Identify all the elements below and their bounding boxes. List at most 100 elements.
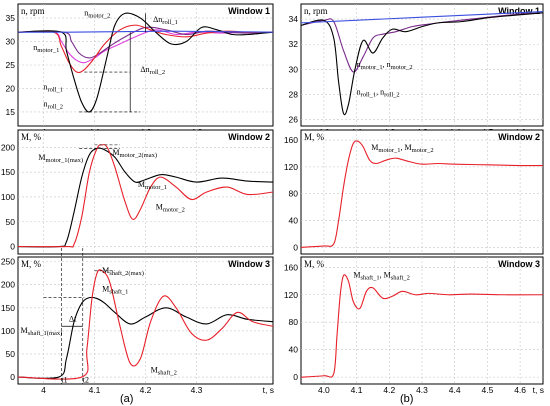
grid	[18, 130, 273, 254]
y-tick-label: 100	[1, 326, 15, 336]
y-tick-label: 40	[289, 215, 299, 225]
y-tick-label: 80	[289, 189, 299, 199]
series-m-shaft-1	[18, 296, 273, 379]
annotation-label: Mmotor_1​	[138, 180, 167, 191]
x-tick-label: 4	[41, 385, 46, 395]
y-tick-label: 15	[6, 107, 16, 117]
annotation-label: Mshaft_1(max)​	[21, 326, 63, 337]
plot-frame	[17, 256, 274, 385]
x-tick-label: 4.2	[383, 385, 395, 395]
window-title: Window 3	[498, 259, 540, 269]
series-n-roll-2	[18, 12, 273, 113]
y-axis-label: n, rpm	[304, 6, 328, 16]
y-tick-label: 0	[293, 372, 298, 382]
annotation-label: Mshaft_1​, Mshaft_2​	[353, 271, 410, 282]
y-tick-label: 34	[289, 14, 299, 24]
window-title: Window 1	[498, 6, 540, 16]
series-m-shaft-2	[18, 269, 273, 380]
series-m-shaft-1-m-shaft-2	[301, 274, 543, 378]
series-group	[301, 140, 543, 248]
chart-a2: 05010015020044.14.24.3M, %Window 2Mmotor…	[1, 129, 274, 265]
y-axis-label: M, %	[304, 132, 325, 142]
x-tick-label: 4.2	[140, 385, 152, 395]
series-group	[18, 269, 273, 380]
annotation-label: Mmotor_1​, Mmotor_2​	[371, 143, 433, 154]
series-n-roll-1	[18, 24, 273, 74]
y-tick-label: 50	[6, 349, 16, 359]
x-tick-label: 4.5	[481, 385, 493, 395]
x-tick-label: 4.1	[351, 385, 363, 395]
x-tick-label: 4.4	[449, 385, 461, 395]
annotation-label: Mmotor_2(max)​	[112, 148, 157, 159]
chart-b3: 0 40 80 120 160 4.0 4.1 4.2 4.3 4.4 4.5 4.6 t, s M, %…	[284, 256, 544, 395]
x-tick-label: 4.3	[191, 385, 203, 395]
series-n-roll-1-n-roll-2	[301, 12, 543, 116]
series-m-motor-2	[18, 144, 273, 248]
y-tick-label: 0	[10, 242, 15, 252]
grid	[301, 257, 543, 384]
y-tick-label: 160	[284, 135, 298, 145]
x-tick-label: 4.3	[416, 385, 428, 395]
annotation-label: nmotor_2​	[84, 9, 110, 20]
chart-b1: 26283032344.04.14.24.34.44.54.6n, rpmWin…	[289, 3, 544, 137]
series-group	[18, 12, 273, 113]
annotation-label: Mmotor_2​	[156, 202, 185, 213]
window-title: Window 1	[228, 6, 270, 16]
y-tick-label: 120	[284, 162, 298, 172]
series-group	[301, 11, 543, 116]
y-tick-label: 0	[10, 372, 15, 382]
annotation-label: Δt	[69, 315, 77, 324]
annotation-label: Δnroll_1​	[153, 15, 178, 26]
y-tick-label: 50	[6, 217, 16, 227]
series-m-motor-1-m-motor-2	[301, 140, 543, 248]
annotation-label: Mmotor_1(max)​	[38, 153, 83, 164]
x-tick-label: 4.0	[318, 385, 330, 395]
y-tick-label: 250	[1, 257, 15, 267]
annotation-label: nroll_2​	[44, 99, 64, 110]
y-tick-label: 200	[1, 142, 15, 152]
y-tick-label: 120	[284, 290, 298, 300]
y-tick-label: 100	[1, 192, 15, 202]
annotation-label: nroll_1​	[44, 82, 64, 93]
y-tick-label: 200	[1, 280, 15, 290]
window-title: Window 3	[228, 259, 270, 269]
y-tick-label: 150	[1, 167, 15, 177]
grid	[301, 4, 543, 126]
series-reference	[301, 11, 543, 24]
annotation-label: Mshaft_2​	[151, 365, 177, 376]
panels: 15 20 25 30 35 4 4.1 4.2 4.3 n, rpm Window 1 nmotor…	[1, 3, 544, 395]
panel-label-a: (a)	[120, 393, 133, 405]
window-title: Window 2	[228, 132, 270, 142]
y-tick-label: 32	[289, 39, 299, 49]
x-axis-label: t, s	[263, 385, 274, 395]
series-group	[18, 144, 273, 248]
chart-a3: 0 50 100 150 200 250 4 4.1 4.2 4.3 t, s M, % Window …	[1, 256, 274, 395]
grid	[18, 257, 273, 384]
x-tick-label: 4.6	[514, 385, 526, 395]
series-m-motor-1	[18, 147, 273, 248]
x-axis-label: t, s	[533, 385, 544, 395]
grid	[301, 130, 543, 254]
y-axis-label: n, rpm	[21, 6, 45, 16]
annotation-label: Mshaft_1​	[102, 285, 128, 296]
annotation-label: t1	[61, 376, 67, 385]
annotation-label: Δnroll_2​	[140, 65, 165, 76]
y-tick-label: 30	[289, 64, 299, 74]
y-tick-label: 40	[289, 345, 299, 355]
x-tick-label: 4.1	[89, 385, 101, 395]
y-tick-label: 28	[289, 90, 299, 100]
y-axis-label: M, %	[21, 132, 42, 142]
annotation-label: nmotor_1​, nmotor_2​	[357, 60, 413, 71]
series-n-motor-1-n-motor-2	[301, 12, 543, 73]
y-tick-label: 30	[6, 37, 16, 47]
y-axis-label: M, %	[21, 259, 42, 269]
annotation-label: nmotor_1​	[33, 43, 59, 54]
y-tick-label: 0	[293, 242, 298, 252]
y-tick-label: 26	[289, 115, 299, 125]
window-title: Window 2	[498, 132, 540, 142]
y-tick-label: 35	[6, 13, 16, 23]
y-tick-label: 150	[1, 303, 15, 313]
